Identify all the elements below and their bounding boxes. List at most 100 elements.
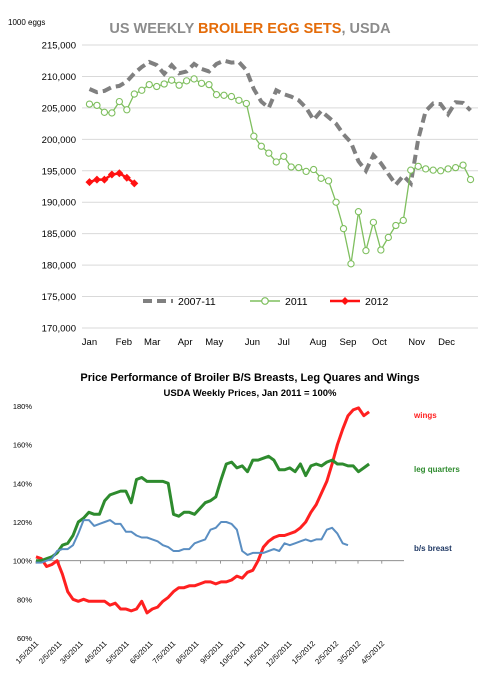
x-tick-label: Aug: [310, 337, 327, 348]
x-tick-label: 4/5/2012: [359, 639, 386, 666]
series-2011: [85, 75, 475, 268]
series-label-b-s-breast: b/s breast: [414, 544, 452, 553]
series-labels: wings leg quarters b/s breast: [413, 411, 460, 553]
y-tick-label: 60%: [17, 634, 32, 643]
legend-item-2012: 2012: [330, 296, 389, 308]
data-point: [369, 218, 378, 226]
data-point: [422, 165, 430, 173]
x-tick-label: Sep: [340, 337, 357, 348]
data-point: [160, 80, 168, 88]
data-point: [235, 96, 243, 104]
y-axis: 170,000 175,000 180,000 185,000 190,000 195,0…: [42, 41, 76, 335]
series-label-leg-quarters: leg quarters: [414, 465, 460, 474]
data-point: [339, 224, 348, 233]
legend-marker-2012: [341, 297, 349, 305]
series-line: [88, 58, 472, 188]
chart-title: US WEEKLY BROILER EGG SETS, USDA: [109, 21, 391, 37]
data-point: [168, 76, 176, 84]
data-point: [451, 163, 460, 172]
y-tick-label: 210,000: [42, 72, 76, 83]
series-line: [89, 78, 472, 265]
x-tick-label: 4/5/2011: [82, 639, 109, 666]
data-point: [436, 167, 445, 175]
series-leg-quarters: [36, 454, 370, 563]
data-point: [250, 132, 258, 140]
series-line: [35, 406, 370, 615]
y-axis: 60% 80% 100% 120% 140% 160% 180%: [13, 402, 404, 643]
data-point: [392, 221, 400, 230]
x-tick-label: Feb: [116, 337, 132, 348]
title-part: , USDA: [341, 21, 391, 37]
data-point: [108, 109, 116, 117]
legend-marker-2011: [261, 297, 269, 305]
data-point: [257, 142, 265, 150]
x-tick-label: 6/5/2011: [128, 639, 155, 666]
data-point: [295, 163, 303, 172]
data-point: [115, 97, 124, 106]
y-tick-label: 205,000: [42, 103, 76, 114]
y-unit-label: 1000 eggs: [8, 18, 45, 27]
x-tick-label: 7/5/2011: [151, 639, 178, 666]
data-point: [347, 260, 355, 268]
data-point: [414, 162, 422, 171]
data-point: [242, 99, 251, 108]
data-point: [399, 216, 407, 225]
price-performance-chart-svg: Price Performance of Broiler B/S Breasts…: [13, 372, 461, 669]
legend-item-2011: 2011: [250, 296, 308, 308]
y-tick-label: 80%: [17, 595, 32, 604]
data-point: [459, 161, 467, 169]
data-point: [92, 175, 101, 184]
data-point: [122, 173, 131, 182]
data-point: [205, 80, 213, 89]
x-axis: Jan Feb Mar Apr May Jun Jul Aug Sep Oct Nov Dec: [82, 337, 456, 348]
data-point: [302, 167, 310, 176]
y-tick-label: 120%: [13, 518, 33, 527]
data-point: [85, 100, 94, 108]
y-tick-label: 200,000: [42, 135, 76, 146]
data-point: [354, 208, 363, 216]
data-point: [272, 158, 280, 166]
y-tick-label: 175,000: [42, 292, 76, 303]
x-tick-label: Jan: [82, 337, 97, 348]
y-tick-label: 195,000: [42, 166, 76, 177]
title-part: BROILER EGG SETS: [198, 21, 342, 37]
y-tick-label: 180%: [13, 402, 33, 411]
x-tick-label: Oct: [372, 337, 387, 348]
legend-label-2011: 2011: [285, 296, 308, 308]
title-part: US WEEKLY: [109, 21, 198, 37]
x-tick-label: May: [205, 337, 223, 348]
data-point: [384, 233, 392, 242]
data-point: [377, 246, 385, 254]
series-group: [35, 406, 370, 615]
series-2007-11: [88, 58, 472, 188]
egg-sets-chart: US WEEKLY BROILER EGG SETS, USDA 1000 eg…: [8, 18, 478, 348]
data-point: [212, 91, 221, 99]
grid: [82, 44, 478, 329]
data-point: [153, 82, 161, 91]
data-point: [466, 175, 475, 184]
x-axis: 1/5/20112/5/20113/5/20114/5/20115/5/2011…: [14, 560, 386, 669]
x-tick-label: 1/5/2011: [14, 639, 41, 666]
x-tick-label: Jul: [278, 337, 290, 348]
legend-label-2012: 2012: [365, 296, 389, 308]
data-point: [175, 81, 183, 89]
data-point: [107, 170, 116, 179]
series-label-wings: wings: [413, 411, 437, 420]
data-point: [197, 79, 206, 88]
x-tick-label: 8/5/2011: [174, 639, 201, 666]
series-wings: [35, 406, 370, 615]
x-tick-label: Jun: [245, 337, 260, 348]
price-performance-chart: Price Performance of Broiler B/S Breasts…: [0, 358, 500, 693]
data-point: [265, 149, 273, 157]
x-tick-label: 3/5/2012: [335, 639, 362, 666]
y-tick-label: 190,000: [42, 198, 76, 209]
data-point: [100, 108, 109, 116]
y-tick-label: 180,000: [42, 261, 76, 272]
legend-label-2007-11: 2007-11: [178, 296, 216, 308]
legend-item-2007-11: 2007-11: [143, 296, 216, 308]
data-point: [138, 86, 146, 94]
series-group: [85, 58, 475, 268]
data-point: [115, 169, 124, 178]
y-tick-label: 185,000: [42, 229, 76, 240]
x-tick-label: 5/5/2011: [104, 639, 131, 666]
